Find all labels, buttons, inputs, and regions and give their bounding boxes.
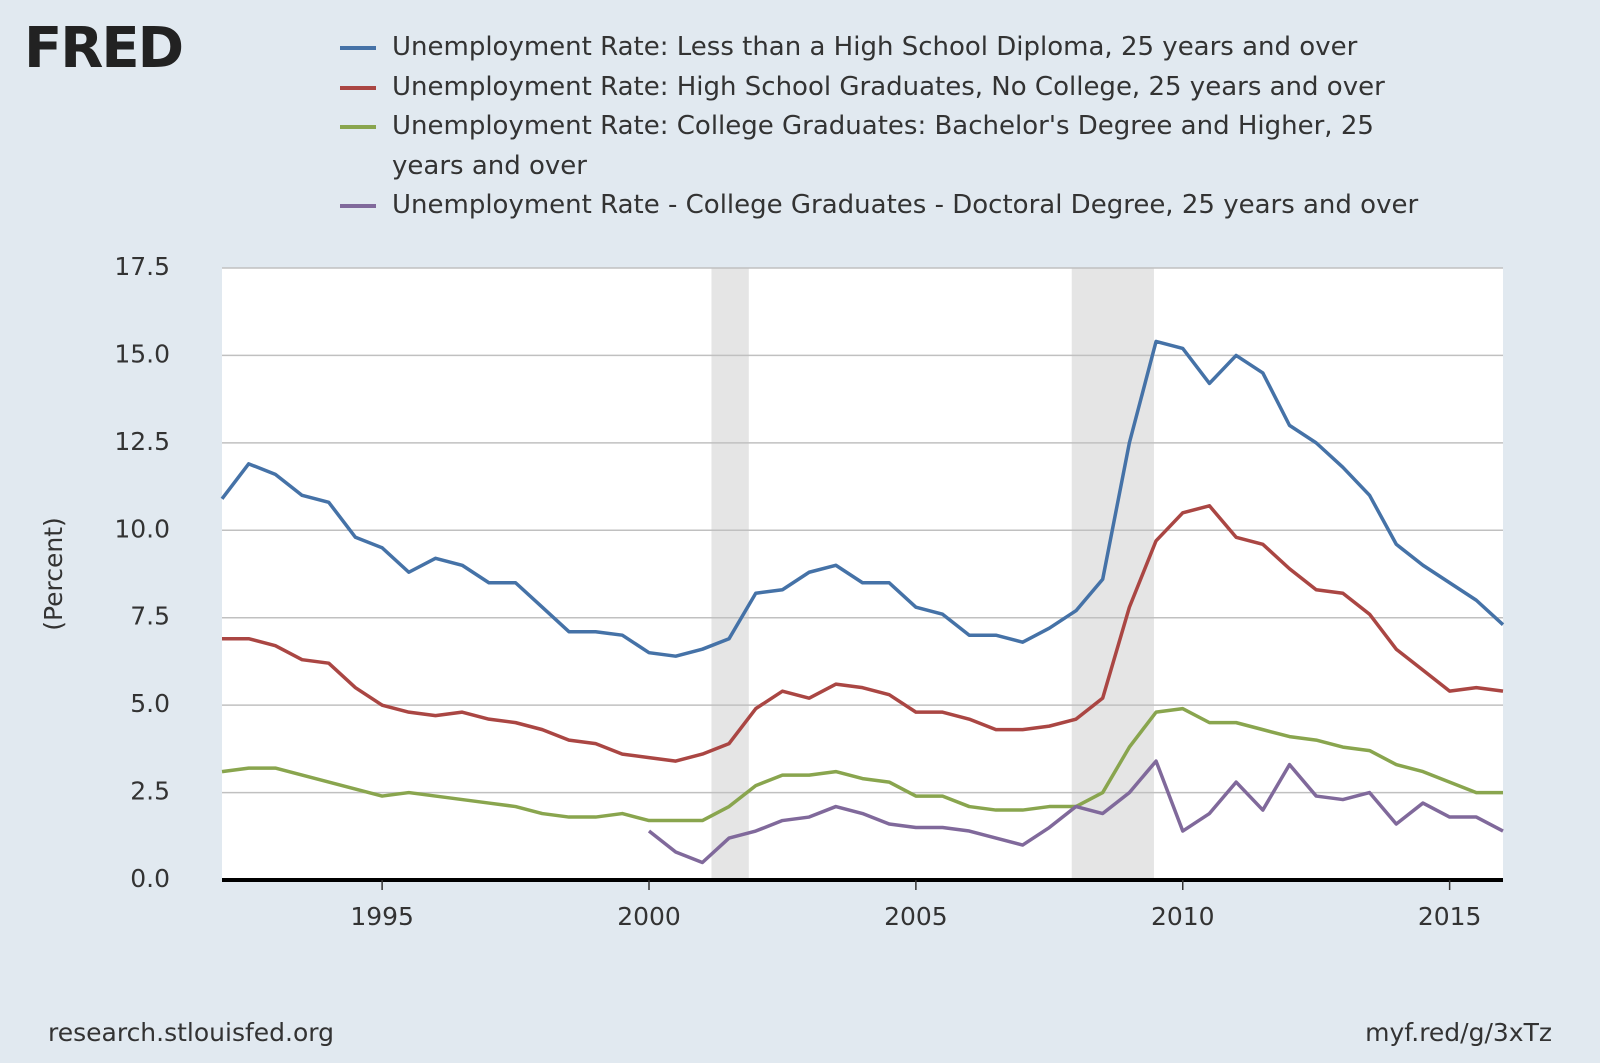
y-tick-label: 10.0 (114, 514, 170, 543)
legend-swatch (340, 204, 376, 208)
link: myf.red/g/3xTz (1365, 1018, 1552, 1047)
series-line (222, 504, 1504, 763)
legend-label: Unemployment Rate: Less than a High Scho… (392, 32, 1358, 62)
legend-label: Unemployment Rate: College Graduates: Ba… (392, 111, 1374, 181)
legend-swatch (340, 46, 376, 50)
y-tick-label: 17.5 (114, 252, 170, 281)
series-line (647, 759, 1504, 865)
legend-item: Unemployment Rate: High School Graduates… (340, 68, 1430, 108)
series-line (221, 706, 1503, 823)
x-tick-label: 2005 (884, 902, 948, 931)
legend-swatch (340, 85, 376, 90)
logo: FRED (24, 16, 184, 81)
legend-item: Unemployment Rate: College Graduates: Ba… (340, 107, 1430, 186)
legend-item: Unemployment Rate - College Graduates - … (340, 186, 1430, 226)
y-tick-label: 12.5 (114, 427, 170, 456)
y-tick-label: 0.0 (130, 864, 170, 893)
series-line (220, 339, 1505, 658)
legend-label: Unemployment Rate - College Graduates - … (392, 190, 1419, 220)
y-tick-label: 7.5 (130, 602, 170, 631)
x-tick-label: 2010 (1151, 902, 1215, 931)
y-tick-label: 15.0 (114, 339, 170, 368)
x-tick-label: 1995 (350, 902, 414, 931)
legend-label: Unemployment Rate: High School Graduates… (392, 71, 1385, 102)
recession (711, 268, 749, 880)
x-tick-label: 2000 (617, 902, 681, 931)
x-tick-label: 2015 (1418, 902, 1482, 931)
legend-swatch (340, 125, 376, 129)
y-tick-label: 5.0 (130, 689, 170, 718)
y-axis-label: (Percent) (39, 517, 68, 631)
y-tick-label: 2.5 (130, 777, 170, 806)
source: research.stlouisfed.org (48, 1018, 334, 1047)
legend: Unemployment Rate: Less than a High Scho… (340, 28, 1430, 226)
legend-item: Unemployment Rate: Less than a High Scho… (340, 28, 1430, 68)
